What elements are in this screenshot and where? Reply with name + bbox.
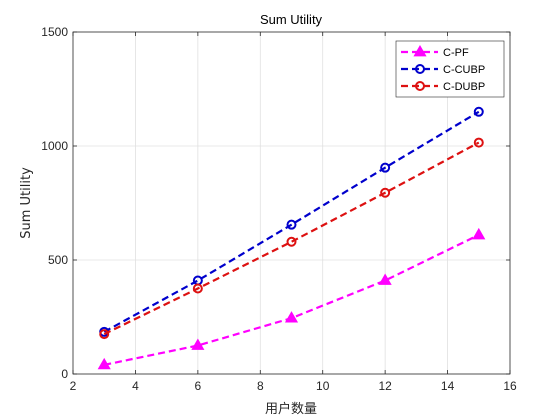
ticks: 2 4 6 8 10 12 14 16 0 500 1000 1500 — [41, 25, 517, 393]
data-point-c-pf — [378, 273, 392, 285]
x-tick-label: 2 — [70, 379, 77, 393]
x-tick-label: 8 — [257, 379, 264, 393]
x-tick-label: 4 — [132, 379, 139, 393]
series-line-c-dubp — [103, 141, 480, 336]
series-layer — [97, 106, 486, 370]
legend-label: C-CUBP — [443, 64, 485, 76]
series-c-pf — [97, 227, 486, 370]
plot-frame — [72, 31, 511, 375]
data-point-c-dubp — [192, 283, 203, 294]
legend-marker — [415, 81, 425, 91]
data-point-c-dubp — [99, 329, 110, 340]
chart-title: Sum Utility — [260, 12, 323, 27]
data-point-c-cubp — [286, 219, 297, 230]
x-tick-label: 16 — [503, 379, 517, 393]
y-tick-label: 1500 — [41, 25, 68, 39]
y-tick-label: 1000 — [41, 139, 68, 153]
series-c-dubp — [99, 137, 484, 340]
y-tick-label: 500 — [48, 253, 68, 267]
legend-label: C-PF — [443, 47, 469, 59]
x-axis-label: 用户数量 — [265, 401, 317, 417]
grid — [73, 32, 510, 374]
data-point-c-dubp — [380, 187, 391, 198]
data-point-c-pf — [97, 357, 111, 370]
x-tick-label: 6 — [195, 379, 202, 393]
data-point-c-cubp — [380, 162, 391, 173]
data-point-c-pf — [472, 227, 486, 240]
legend-item-c-cubp: C-CUBP — [401, 64, 485, 76]
x-tick-label: 10 — [316, 379, 330, 393]
data-point-c-cubp — [473, 106, 484, 117]
legend-label: C-DUBP — [443, 81, 485, 93]
legend-marker — [415, 64, 425, 74]
legend-item-c-pf: C-PF — [401, 44, 469, 59]
legend: C-PF C-CUBP C-DUBP — [395, 40, 505, 98]
data-point-c-dubp — [473, 137, 484, 148]
data-point-c-pf — [191, 338, 205, 350]
legend-marker — [413, 44, 427, 57]
y-axis-label: Sum Utility — [19, 167, 34, 239]
data-point-c-dubp — [286, 236, 297, 247]
y-tick-label: 0 — [61, 367, 68, 381]
series-line-c-cubp — [103, 110, 480, 333]
data-point-c-pf — [284, 311, 299, 323]
x-tick-label: 14 — [441, 379, 455, 393]
legend-item-c-dubp: C-DUBP — [401, 81, 485, 93]
x-tick-label: 12 — [378, 379, 392, 393]
